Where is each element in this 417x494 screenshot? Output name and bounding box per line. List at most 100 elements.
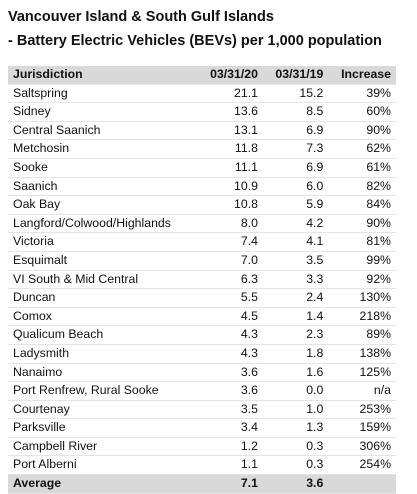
- table-cell: 7.1: [197, 474, 263, 494]
- table-cell: Oak Bay: [8, 195, 198, 215]
- table-cell: 6.9: [262, 158, 329, 178]
- table-row: Comox 4.5 1.4 218%: [8, 307, 396, 327]
- table-cell: Metchosin: [8, 139, 198, 159]
- table-cell: 0.3: [262, 437, 329, 457]
- table-cell: 3.6: [197, 363, 263, 383]
- table-cell: 3.4: [197, 418, 263, 438]
- table-cell: 7.0: [197, 251, 263, 271]
- table-cell: 6.3: [197, 270, 263, 290]
- table-row: Central Saanich 13.1 6.9 90%: [8, 121, 396, 141]
- table-row: Nanaimo 3.6 1.6 125%: [8, 363, 396, 383]
- table-cell: Average: [8, 474, 198, 494]
- table-cell: 253%: [328, 400, 396, 420]
- table-cell: 60%: [328, 102, 396, 122]
- table-cell: 6.9: [262, 121, 329, 141]
- table-cell: 1.0: [262, 400, 329, 420]
- table-row: Port Renfrew, Rural Sooke 3.6 0.0 n/a: [8, 381, 396, 401]
- table-cell: VI South & Mid Central: [8, 270, 198, 290]
- table-cell: 7.4: [197, 232, 263, 252]
- table-row: Oak Bay 10.8 5.9 84%: [8, 195, 396, 215]
- table-cell: 62%: [328, 139, 396, 159]
- table-cell: 11.1: [197, 158, 263, 178]
- table-cell: 89%: [328, 325, 396, 345]
- table-cell: 1.2: [197, 437, 263, 457]
- data-table: Jurisdiction 03/31/20 03/31/19 Increase Sal…: [8, 66, 396, 494]
- table-cell: 1.8: [262, 344, 329, 364]
- table-cell: 2.4: [262, 288, 329, 308]
- average-row: Average 7.1 3.6: [8, 474, 396, 494]
- table-cell: 218%: [328, 307, 396, 327]
- table-row: Ladysmith 4.3 1.8 138%: [8, 344, 396, 364]
- table-row: Campbell River 1.2 0.3 306%: [8, 437, 396, 457]
- table-cell: Saltspring: [8, 84, 198, 104]
- table-cell: Campbell River: [8, 437, 198, 457]
- table-body: Saltspring 21.1 15.2 39% Sidney 13.6 8.5 60% Cen…: [8, 84, 396, 476]
- table-cell: 90%: [328, 121, 396, 141]
- header-row: Jurisdiction 03/31/20 03/31/19 Increase: [8, 66, 396, 85]
- table-cell: 4.5: [197, 307, 263, 327]
- table-row: Esquimalt 7.0 3.5 99%: [8, 251, 396, 271]
- column-header: 03/31/19: [262, 66, 329, 85]
- column-header: Jurisdiction: [8, 66, 198, 85]
- table-cell: Sooke: [8, 158, 198, 178]
- table-cell: 138%: [328, 344, 396, 364]
- table-row: Sooke 11.1 6.9 61%: [8, 158, 396, 178]
- table-row: Port Alberni 1.1 0.3 254%: [8, 455, 396, 476]
- table-row: Saanich 10.9 6.0 82%: [8, 177, 396, 197]
- table-cell: 3.5: [262, 251, 329, 271]
- table-cell: 4.1: [262, 232, 329, 252]
- subtitle: - Battery Electric Vehicles (BEVs) per 1…: [8, 33, 382, 49]
- table-cell: 4.3: [197, 325, 263, 345]
- empty-cell: [328, 474, 396, 494]
- table-cell: 3.5: [197, 400, 263, 420]
- table-cell: 3.6: [197, 381, 263, 401]
- table-cell: 81%: [328, 232, 396, 252]
- table-cell: 21.1: [197, 84, 263, 104]
- table-cell: Nanaimo: [8, 363, 198, 383]
- table-cell: 3.3: [262, 270, 329, 290]
- table-cell: 82%: [328, 177, 396, 197]
- column-header: Increase: [328, 66, 396, 85]
- table-cell: 3.6: [262, 474, 329, 494]
- table-cell: 306%: [328, 437, 396, 457]
- table-cell: 0.0: [262, 381, 329, 401]
- table-cell: Comox: [8, 307, 198, 327]
- table-cell: 6.0: [262, 177, 329, 197]
- table-cell: 84%: [328, 195, 396, 215]
- column-header: 03/31/20: [197, 66, 263, 85]
- table-cell: Qualicum Beach: [8, 325, 198, 345]
- table-cell: 7.3: [262, 139, 329, 159]
- table-row: Langford/Colwood/Highlands 8.0 4.2 90%: [8, 214, 396, 234]
- table-cell: Ladysmith: [8, 344, 198, 364]
- table-cell: 1.3: [262, 418, 329, 438]
- table-cell: 11.8: [197, 139, 263, 159]
- table-cell: Saanich: [8, 177, 198, 197]
- table-row: Courtenay 3.5 1.0 253%: [8, 400, 396, 420]
- table-cell: 13.1: [197, 121, 263, 141]
- table-row: Parksville 3.4 1.3 159%: [8, 418, 396, 438]
- title: Vancouver Island & South Gulf Islands: [8, 9, 274, 25]
- table-cell: Sidney: [8, 102, 198, 122]
- table-cell: Parksville: [8, 418, 198, 438]
- table-row: Saltspring 21.1 15.2 39%: [8, 84, 396, 104]
- table-cell: 1.6: [262, 363, 329, 383]
- table-cell: Port Alberni: [8, 455, 198, 476]
- table-row: Qualicum Beach 4.3 2.3 89%: [8, 325, 396, 345]
- table-cell: 10.9: [197, 177, 263, 197]
- table-cell: Central Saanich: [8, 121, 198, 141]
- table-cell: 254%: [328, 455, 396, 476]
- table-row: Duncan 5.5 2.4 130%: [8, 288, 396, 308]
- table-cell: 130%: [328, 288, 396, 308]
- table-cell: Victoria: [8, 232, 198, 252]
- table-cell: 8.5: [262, 102, 329, 122]
- table-cell: 1.4: [262, 307, 329, 327]
- table-cell: 1.1: [197, 455, 263, 476]
- table-cell: 90%: [328, 214, 396, 234]
- table-cell: Duncan: [8, 288, 198, 308]
- table-row: Victoria 7.4 4.1 81%: [8, 232, 396, 252]
- table-cell: 39%: [328, 84, 396, 104]
- table-cell: 4.2: [262, 214, 329, 234]
- table-cell: 61%: [328, 158, 396, 178]
- table-cell: 2.3: [262, 325, 329, 345]
- table-cell: 92%: [328, 270, 396, 290]
